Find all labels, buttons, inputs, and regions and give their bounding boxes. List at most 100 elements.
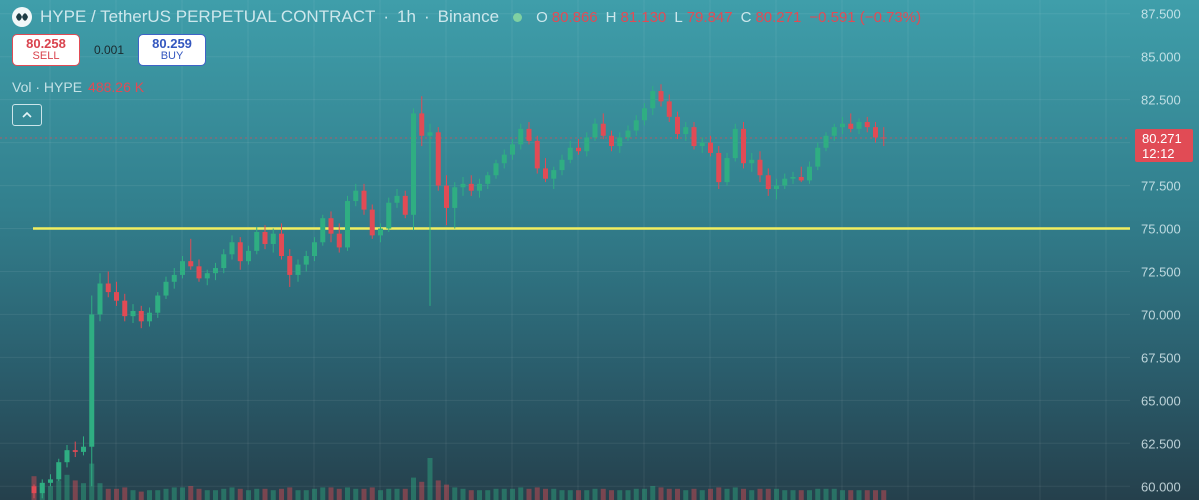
candle <box>807 161 812 184</box>
volume-bar <box>130 490 136 500</box>
candle-body <box>864 121 870 128</box>
candle <box>122 293 128 322</box>
volume-bar <box>246 490 251 500</box>
candle <box>856 118 862 135</box>
candle-body <box>279 233 284 257</box>
volume-bar <box>675 488 680 500</box>
candle-body <box>56 462 62 480</box>
candle-body <box>790 176 796 179</box>
candle-body <box>81 446 86 452</box>
candle-body <box>576 147 581 152</box>
candle-body <box>155 295 161 313</box>
candle <box>312 237 317 262</box>
candle-body <box>254 231 260 251</box>
grid-lines <box>0 0 1130 500</box>
symbol-title[interactable]: HYPE / TetherUS PERPETUAL CONTRACT <box>40 7 376 26</box>
close-value: 80.271 <box>755 8 802 26</box>
volume-bar <box>741 488 746 500</box>
candle <box>823 132 829 152</box>
candle <box>477 178 482 198</box>
buy-button[interactable]: 80.259 BUY <box>138 34 207 66</box>
buy-price: 80.259 <box>152 36 192 52</box>
y-tick-label: 60.000 <box>1141 479 1181 494</box>
candle-body <box>559 159 565 171</box>
candle <box>592 118 598 141</box>
candle <box>749 152 755 172</box>
volume-bar <box>204 490 210 500</box>
volume-bar <box>114 488 119 500</box>
candle-body <box>419 113 425 136</box>
volume-bar <box>254 488 260 500</box>
price-axis[interactable]: 60.000 62.500 65.000 67.500 70.000 72.500 75.0… <box>1141 7 1181 495</box>
candle-body <box>460 183 466 188</box>
candle <box>526 121 532 145</box>
candle-body <box>551 170 557 179</box>
volume-bar <box>328 487 334 500</box>
candle-body <box>435 132 441 186</box>
candle <box>97 273 103 322</box>
candle <box>155 292 161 318</box>
volume-bar <box>295 490 301 500</box>
candle-body <box>600 123 606 136</box>
volume-bar <box>196 488 202 500</box>
candle-body <box>534 140 540 169</box>
candle <box>501 149 507 169</box>
candle <box>204 269 210 286</box>
candle-body <box>749 159 755 164</box>
close-label: C <box>740 8 752 26</box>
candle-body <box>138 310 144 322</box>
volume-bar <box>262 488 268 500</box>
volume-bar <box>518 487 524 500</box>
volume-bar <box>353 488 359 500</box>
volume-legend[interactable]: Vol · HYPE 488.26 K <box>12 79 144 95</box>
candle <box>287 249 293 287</box>
volume-bar <box>435 480 441 500</box>
candle <box>114 281 119 306</box>
candle-body <box>312 242 317 257</box>
candle <box>815 142 821 171</box>
volume-bar <box>320 487 326 500</box>
candle <box>848 113 854 133</box>
chart-header: HYPE / TetherUS PERPETUAL CONTRACT · 1h … <box>12 6 925 28</box>
candle-body <box>617 137 623 147</box>
candle <box>295 259 301 282</box>
candle <box>254 226 260 255</box>
candle <box>567 140 573 164</box>
market-open-status-icon <box>513 12 523 22</box>
volume-bar <box>64 474 70 500</box>
volume-bar <box>477 490 482 500</box>
volume-bar <box>559 490 565 500</box>
candle <box>411 108 416 231</box>
volume-bar <box>790 490 796 500</box>
candle-body <box>72 450 78 452</box>
y-tick-label: 82.500 <box>1141 93 1181 108</box>
candle-body <box>394 195 400 203</box>
candle <box>163 276 169 299</box>
y-tick-label: 62.500 <box>1141 436 1181 451</box>
volume-bar <box>237 488 243 500</box>
candle <box>444 175 449 226</box>
candle-body <box>543 168 548 179</box>
candle-body <box>716 152 722 183</box>
candle <box>48 474 53 487</box>
candle-body <box>873 127 878 138</box>
interval-label[interactable]: 1h <box>397 7 416 26</box>
candle <box>369 204 375 239</box>
candle <box>452 182 458 229</box>
volume-bar <box>180 487 185 500</box>
candle <box>130 304 136 324</box>
collapse-legend-button[interactable] <box>12 104 42 126</box>
candle-body <box>510 144 515 155</box>
candle-body <box>246 250 251 262</box>
candle <box>774 178 779 200</box>
sell-button[interactable]: 80.258 SELL <box>12 34 80 66</box>
candle <box>435 127 441 191</box>
candle <box>790 171 796 184</box>
volume-label: Vol · HYPE <box>12 79 83 95</box>
candle-body <box>444 185 449 208</box>
volume-bar <box>617 490 623 500</box>
candle <box>147 307 152 327</box>
candle <box>105 271 111 298</box>
candle <box>650 85 656 116</box>
